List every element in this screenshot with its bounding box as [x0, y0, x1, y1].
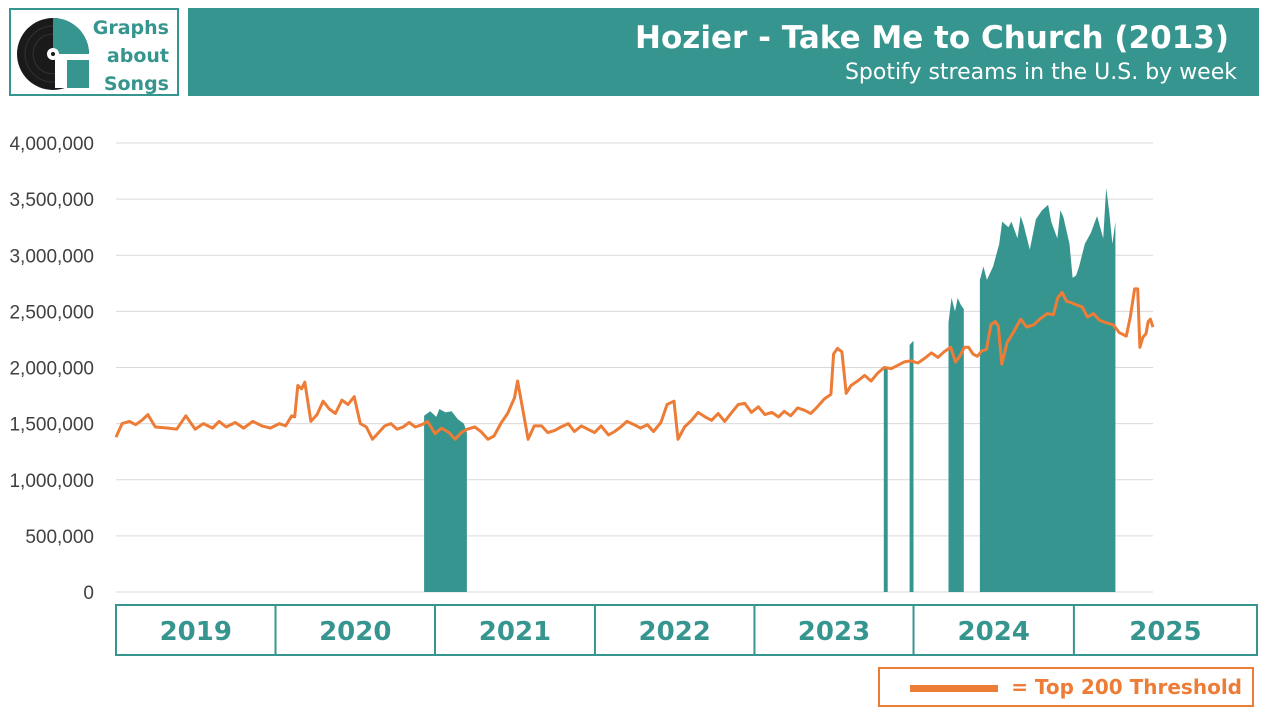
year-label: 2019	[160, 617, 232, 647]
y-tick-label: 1,500,000	[9, 415, 94, 436]
year-label: 2021	[479, 617, 551, 647]
y-tick-label: 0	[83, 583, 94, 604]
y-axis: 0 500,000 1,000,000 1,500,000 2,000,000 2,500…	[9, 134, 94, 604]
logo-line: Graphs	[92, 17, 169, 39]
logo-line: Songs	[103, 73, 169, 95]
threshold-line	[114, 287, 1155, 441]
y-tick-label: 2,000,000	[9, 359, 94, 380]
y-tick-label: 500,000	[25, 527, 94, 548]
chart-area-layer	[424, 187, 1116, 592]
year-label: 2023	[798, 617, 870, 647]
chart-area-segment	[883, 367, 888, 592]
legend: = Top 200 Threshold	[878, 667, 1254, 707]
chart-area-segment	[948, 297, 964, 592]
chart-area-segment	[979, 187, 1116, 592]
logo-text: Graphs about Songs	[93, 14, 169, 98]
chart-subtitle: Spotify streams in the U.S. by week	[844, 60, 1237, 85]
logo: Graphs about Songs	[9, 8, 179, 96]
title-banner: Hozier - Take Me to Church (2013) Spotif…	[188, 8, 1259, 96]
year-label: 2020	[319, 617, 391, 647]
year-band	[115, 604, 1258, 656]
year-label: 2025	[1129, 617, 1201, 647]
logo-line: about	[106, 45, 169, 67]
chart-area-segment	[909, 340, 914, 592]
y-tick-label: 1,000,000	[9, 471, 94, 492]
year-label: 2024	[958, 617, 1030, 647]
x-axis-years: 2019 2020 2021 2022 2023 2024 2025	[115, 604, 1258, 656]
chart-title: Hozier - Take Me to Church (2013)	[635, 20, 1229, 56]
threshold-line-layer	[114, 287, 1155, 441]
chart-area-segment	[424, 409, 467, 592]
legend-line-swatch	[910, 685, 998, 692]
y-tick-label: 2,500,000	[9, 302, 94, 323]
legend-label: = Top 200 Threshold	[1011, 675, 1242, 699]
y-tick-label: 4,000,000	[9, 134, 94, 155]
y-tick-label: 3,500,000	[9, 190, 94, 211]
year-label: 2022	[639, 617, 711, 647]
y-tick-label: 3,000,000	[9, 246, 94, 267]
vinyl-record-icon	[17, 18, 89, 90]
